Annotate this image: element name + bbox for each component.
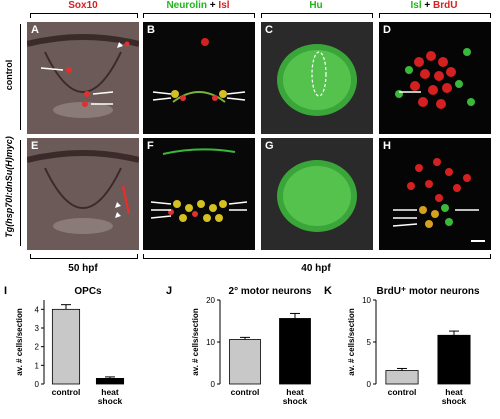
header-plus-2: + [421, 0, 434, 11]
category-label-j-0: control [231, 387, 260, 397]
panel-c-image [261, 22, 373, 134]
bracket-isl-brdu [379, 13, 491, 18]
image-panel-c: C [261, 22, 373, 134]
panel-letter-h: H [383, 140, 391, 152]
y-tick-label-i-4: 4 [35, 305, 40, 314]
image-panel-b: B [143, 22, 255, 134]
bar-j-1 [279, 318, 311, 385]
bracket-50hpf [30, 254, 138, 259]
panel-letter-b: B [147, 24, 155, 36]
header-neurolin-isl: Neurolin + Isl [139, 0, 257, 11]
panel-d-image [379, 22, 491, 134]
header-isl-2: Isl [410, 0, 422, 11]
bar-j-0 [229, 339, 261, 385]
bracket-neurolin [143, 13, 255, 18]
charts-svg: I OPCs av. # cells/section 0 1 2 3 4 control heat… [4, 285, 480, 406]
bar-i-1 [95, 378, 125, 385]
chart-title-j: 2° motor neurons [229, 286, 312, 297]
bracket-sox10 [30, 13, 138, 18]
y-tick-label-k-1: 5 [367, 338, 372, 347]
image-panel-e: E [27, 138, 139, 250]
header-plus-1: + [207, 0, 219, 11]
panel-letter-c: C [265, 24, 273, 36]
header-brdu: BrdU [433, 0, 458, 11]
row-label-tg: Tg(hsp70l:dnSu(H)myc) [4, 136, 14, 238]
panel-g-image [261, 138, 373, 250]
chart-panel-letter-i: I [4, 285, 7, 297]
category-label-k-0: control [388, 387, 417, 397]
panel-h-image [379, 138, 491, 250]
chart-panel-letter-j: J [166, 285, 172, 297]
bar-k-1 [437, 334, 471, 385]
chart-panel-letter-k: K [324, 285, 332, 297]
y-tick-label-j-0: 0 [211, 380, 216, 389]
y-axis-label-i: av. # cells/section [15, 308, 24, 376]
category-label-i-0: control [52, 387, 81, 397]
panel-a-image [27, 22, 139, 134]
row-bracket-control [20, 24, 21, 130]
image-panel-h: H [379, 138, 491, 250]
panel-letter-g: G [265, 140, 274, 152]
panel-letter-a: A [31, 24, 39, 36]
y-tick-label-i-3: 3 [35, 324, 40, 333]
image-panel-a: A [27, 22, 139, 134]
image-panel-d: D [379, 22, 491, 134]
chart-title-k: BrdU⁺ motor neurons [376, 286, 479, 297]
bar-i-0 [51, 308, 81, 385]
header-isl-1: Isl [218, 0, 230, 11]
category-label-j-1: heat shock [283, 387, 308, 406]
age-label-40hpf: 40 hpf [301, 263, 331, 274]
bar-k-0 [385, 370, 419, 385]
y-tick-label-i-1: 1 [35, 361, 40, 370]
panel-letter-e: E [31, 140, 39, 152]
category-label-i-1: heat shock [98, 387, 123, 406]
y-tick-label-i-0: 0 [35, 380, 40, 389]
charts-row: I OPCs av. # cells/section 0 1 2 3 4 control heat… [0, 278, 500, 414]
image-panel-g: G [261, 138, 373, 250]
y-tick-label-i-2: 2 [35, 343, 40, 352]
y-tick-label-j-1: 10 [206, 338, 215, 347]
y-tick-label-j-2: 20 [206, 296, 215, 305]
header-neurolin: Neurolin [166, 0, 208, 11]
panel-f-image [143, 138, 255, 250]
category-label-k-1: heat shock [442, 387, 467, 406]
y-axis-label-j: av. # cells/section [191, 308, 200, 376]
y-tick-label-k-0: 0 [367, 380, 372, 389]
y-tick-label-k-2: 10 [362, 296, 371, 305]
panel-b-image [143, 22, 255, 134]
panel-e-image [27, 138, 139, 250]
bracket-hu [261, 13, 373, 18]
row-bracket-tg [20, 140, 21, 246]
chart-title-i: OPCs [74, 286, 102, 297]
header-hu: Hu [309, 0, 323, 11]
panel-letter-d: D [383, 24, 391, 36]
y-axis-label-k: av. # cells/section [347, 308, 356, 376]
panel-letter-f: F [147, 140, 154, 152]
header-isl-brdu: Isl + BrdU [375, 0, 493, 11]
row-label-control: control [4, 59, 14, 91]
header-sox10: Sox10 [68, 0, 98, 11]
age-label-50hpf: 50 hpf [68, 263, 98, 274]
image-panel-f: F [143, 138, 255, 250]
bracket-40hpf [143, 254, 491, 259]
